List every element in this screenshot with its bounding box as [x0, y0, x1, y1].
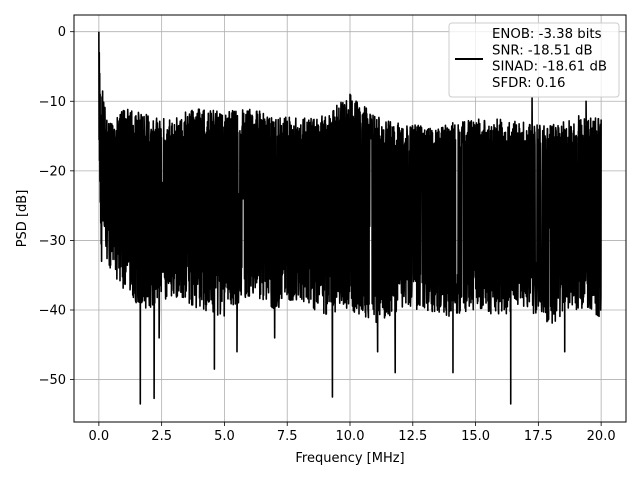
y-tick-label-3: −30	[39, 234, 66, 249]
y-tick-label-4: −40	[39, 303, 66, 318]
y-tick-label-0: 0	[58, 25, 66, 40]
y-tick-label-1: −10	[39, 95, 66, 110]
x-axis-ticks: 0.0 2.5 5.0 7.5 10.0 12.5 15.0 17.5 20.0	[89, 422, 616, 444]
x-tick-label-7: 17.5	[524, 429, 553, 444]
x-tick-label-6: 15.0	[461, 429, 490, 444]
legend-box	[448, 22, 620, 98]
legend: ENOB: -3.38 bits SNR: -18.51 dB SINAD: -…	[448, 22, 620, 98]
psd-series-line	[98, 31, 602, 405]
x-tick-label-8: 20.0	[587, 429, 616, 444]
y-tick-label-2: −20	[39, 164, 66, 179]
y-axis-label: PSD [dB]	[15, 190, 30, 248]
y-axis-ticks: 0 −10 −20 −30 −40 −50	[39, 25, 74, 388]
legend-sinad: SINAD: -18.61 dB	[492, 60, 607, 75]
x-tick-label-3: 7.5	[277, 429, 298, 444]
plot-area	[98, 31, 602, 405]
legend-enob: ENOB: -3.38 bits	[492, 27, 602, 42]
x-tick-label-4: 10.0	[336, 429, 365, 444]
x-axis-label: Frequency [MHz]	[295, 451, 404, 466]
y-tick-label-5: −50	[39, 373, 66, 388]
x-tick-label-5: 12.5	[398, 429, 427, 444]
x-tick-label-1: 2.5	[151, 429, 172, 444]
x-tick-label-0: 0.0	[89, 429, 110, 444]
legend-snr: SNR: -18.51 dB	[492, 43, 593, 58]
legend-sfdr: SFDR: 0.16	[492, 76, 565, 91]
x-tick-label-2: 5.0	[214, 429, 235, 444]
